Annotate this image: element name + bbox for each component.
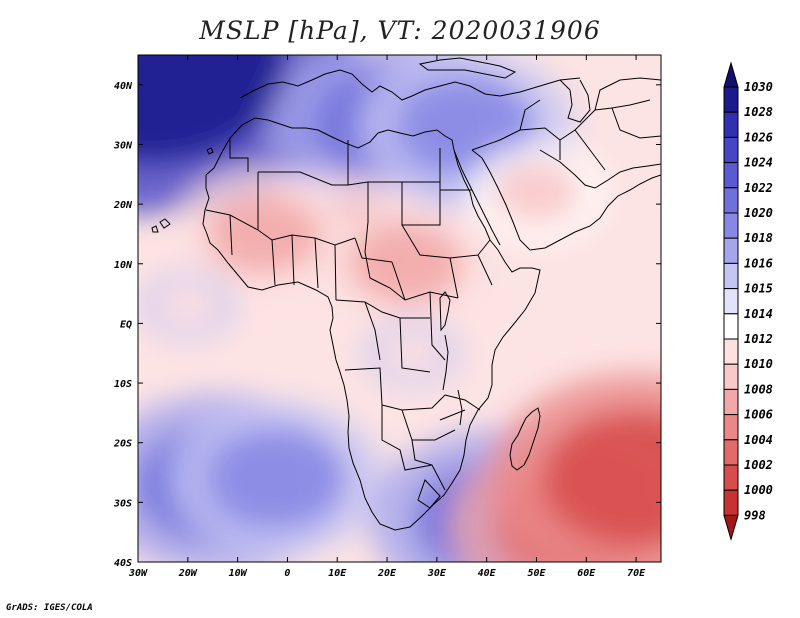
colorbar-label: 1010 xyxy=(744,357,773,371)
colorbar-label: 1014 xyxy=(744,307,773,321)
colorbar-label: 1030 xyxy=(744,80,773,94)
pressure-field xyxy=(138,55,661,562)
lon-label: 30E xyxy=(427,568,447,579)
lon-label: 20W xyxy=(178,568,198,579)
colorbar-label: 1022 xyxy=(744,181,773,195)
colorbar-label: 1002 xyxy=(744,458,773,472)
country-borders-west xyxy=(205,209,393,301)
lat-label: 20S xyxy=(113,439,132,450)
lon-label: 10W xyxy=(229,568,248,579)
lon-label: 20E xyxy=(377,568,397,579)
middle-east-borders xyxy=(471,77,661,171)
colorbar-label: 1024 xyxy=(744,156,773,170)
colorbar-label: 1020 xyxy=(744,206,773,220)
colorbar-swatch xyxy=(723,136,739,164)
colorbar-swatch xyxy=(723,489,739,516)
lat-label: 30S xyxy=(113,498,132,509)
colorbar-swatch xyxy=(723,262,739,290)
low-pressure-center xyxy=(138,270,237,341)
colorbar-swatch xyxy=(723,237,739,264)
lon-label: 40E xyxy=(478,568,497,579)
lat-label: 40N xyxy=(114,81,133,92)
low-pressure-center xyxy=(489,373,661,562)
africa-coastline xyxy=(202,117,541,531)
colorbar-swatch xyxy=(723,162,739,189)
lon-label: 50E xyxy=(527,568,546,579)
chart-title: MSLP [hPa], VT: 2020031906 xyxy=(199,16,601,45)
colorbar-swatch xyxy=(723,388,739,416)
lon-label: 30W xyxy=(128,568,148,579)
red-sea-west xyxy=(453,149,501,246)
colorbar-label: 1015 xyxy=(744,282,773,296)
low-pressure-center xyxy=(174,170,351,297)
persian-gulf-coast xyxy=(539,149,661,189)
colorbar-label: 1008 xyxy=(744,382,773,396)
colorbar-swatch xyxy=(723,363,739,390)
colorbar-bottom-arrow xyxy=(723,514,739,542)
credit-label: GrADS: IGES/COLA xyxy=(6,603,93,613)
black-sea-coast xyxy=(418,57,517,79)
high-pressure-center xyxy=(169,401,386,556)
colorbar-swatch xyxy=(723,464,739,491)
lat-label: 10N xyxy=(114,260,133,271)
lon-label: 0 xyxy=(284,568,290,579)
lon-label: 70E xyxy=(627,568,646,579)
colorbar-label: 1004 xyxy=(744,433,773,447)
colorbar-top-arrow xyxy=(723,61,739,88)
colorbar-legend: 1030 1028 1026 1024 1022 1020 1018 1016 1015 1014… xyxy=(723,61,773,542)
lon-label: 60E xyxy=(577,568,596,579)
lat-label: 20N xyxy=(113,200,133,211)
colorbar-label: 998 xyxy=(744,508,766,522)
colorbar-swatch xyxy=(723,212,739,239)
colorbar-label: 1016 xyxy=(744,256,773,270)
lon-label: 10E xyxy=(328,568,347,579)
coastlines-borders xyxy=(151,57,661,531)
islands-west xyxy=(151,147,214,233)
mediterranean-north-coast xyxy=(239,69,581,101)
country-borders-central xyxy=(335,224,493,373)
caspian-coast xyxy=(559,79,591,123)
colorbar-label: 1012 xyxy=(744,332,773,346)
colorbar-label: 1028 xyxy=(744,105,773,119)
colorbar-label: 1000 xyxy=(744,483,773,497)
colorbar-swatch xyxy=(723,187,739,214)
great-lakes xyxy=(439,291,463,426)
lat-label: EQ xyxy=(120,319,132,330)
colorbar-label: 1006 xyxy=(744,408,773,422)
lat-label: 40S xyxy=(114,558,132,569)
colorbar-label: 1026 xyxy=(744,130,773,144)
colorbar-label: 1018 xyxy=(744,231,773,245)
low-pressure-center xyxy=(467,143,606,242)
colorbar-swatch xyxy=(723,414,739,441)
madagascar-coastline xyxy=(509,407,541,471)
arabia-coastline xyxy=(471,149,661,251)
map-frame xyxy=(137,54,662,563)
low-pressure-center xyxy=(362,318,461,389)
colorbar-swatch xyxy=(723,439,739,466)
lat-label: 10S xyxy=(114,379,132,390)
lat-label: 30N xyxy=(113,140,133,151)
colorbar-swatch xyxy=(723,111,739,138)
colorbar-swatch xyxy=(723,288,739,315)
country-borders-south xyxy=(344,367,481,509)
low-pressure-center xyxy=(318,200,496,327)
colorbar-swatch xyxy=(723,86,739,113)
map-axes: 30W 20W 10W 0 10E 20E 30E 40E 50E 60E 70E 40N 30N 20N… xyxy=(113,55,661,579)
colorbar-swatch xyxy=(723,338,739,365)
colorbar-swatch xyxy=(723,313,739,340)
